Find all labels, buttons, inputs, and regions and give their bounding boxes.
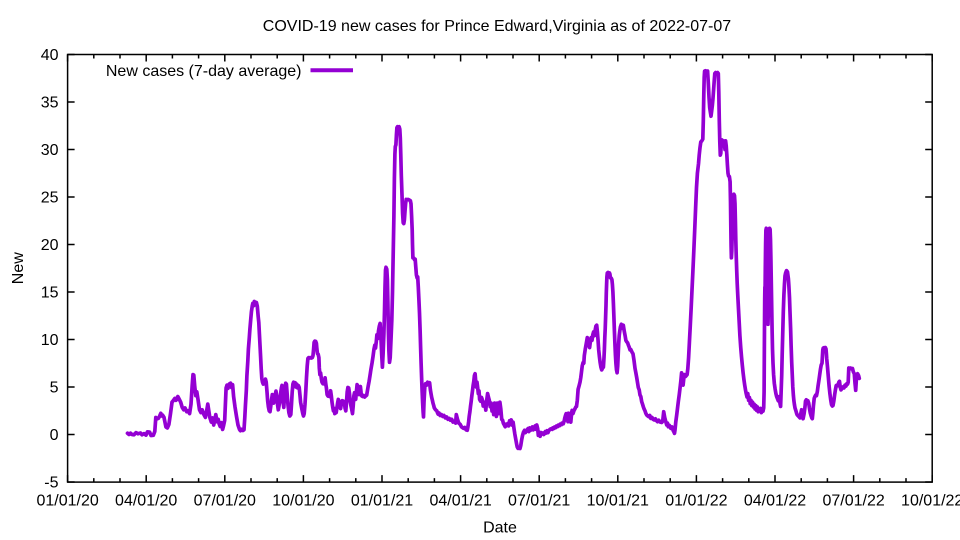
svg-text:40: 40 — [41, 47, 59, 64]
svg-text:25: 25 — [41, 190, 59, 207]
svg-text:Date: Date — [483, 519, 517, 536]
svg-text:0: 0 — [50, 427, 59, 444]
svg-text:COVID-19 new cases for Prince: COVID-19 new cases for Prince Edward,Vir… — [263, 18, 731, 35]
svg-text:New: New — [10, 252, 27, 284]
svg-text:New cases (7-day average): New cases (7-day average) — [106, 63, 302, 80]
svg-text:01/01/21: 01/01/21 — [351, 492, 413, 509]
svg-text:-5: -5 — [44, 475, 58, 492]
svg-text:10/01/21: 10/01/21 — [587, 492, 649, 509]
svg-text:04/01/20: 04/01/20 — [115, 492, 177, 509]
svg-text:10/01/20: 10/01/20 — [272, 492, 334, 509]
svg-text:15: 15 — [41, 285, 59, 302]
svg-text:07/01/22: 07/01/22 — [822, 492, 884, 509]
svg-text:01/01/22: 01/01/22 — [665, 492, 727, 509]
svg-text:10/01/22: 10/01/22 — [901, 492, 960, 509]
svg-text:10: 10 — [41, 332, 59, 349]
svg-text:35: 35 — [41, 95, 59, 112]
svg-text:04/01/21: 04/01/21 — [429, 492, 491, 509]
svg-text:01/01/20: 01/01/20 — [36, 492, 98, 509]
svg-text:04/01/22: 04/01/22 — [744, 492, 806, 509]
svg-text:5: 5 — [50, 380, 59, 397]
svg-text:07/01/20: 07/01/20 — [194, 492, 256, 509]
svg-text:07/01/21: 07/01/21 — [508, 492, 570, 509]
svg-text:20: 20 — [41, 237, 59, 254]
svg-text:30: 30 — [41, 142, 59, 159]
